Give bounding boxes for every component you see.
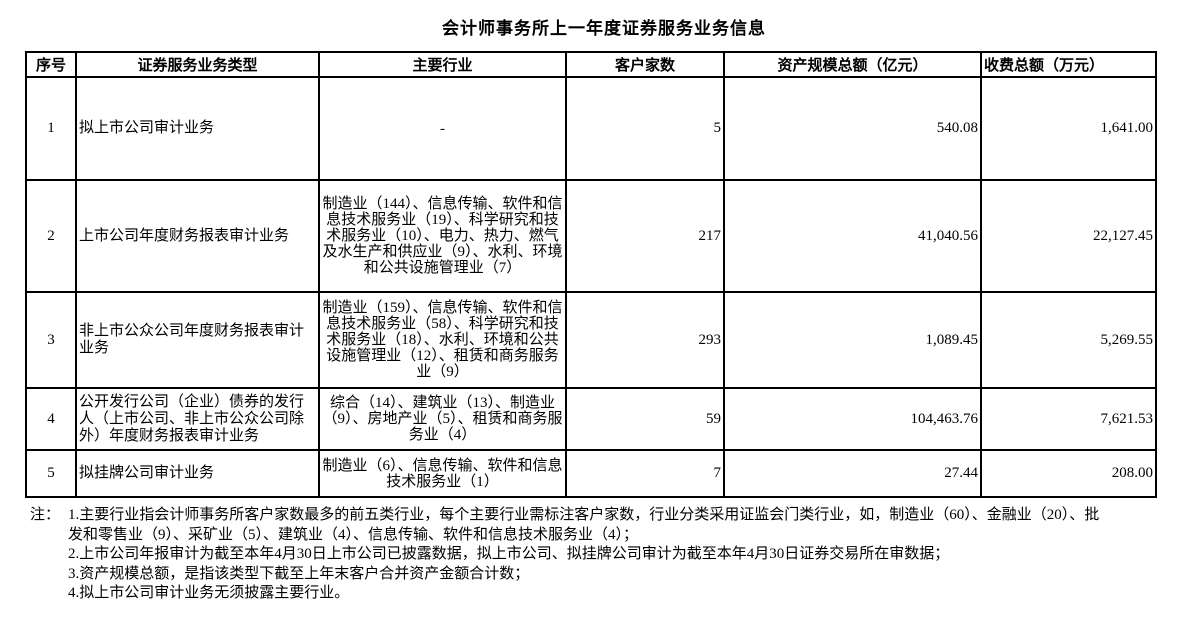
- table-row: 4 公开发行公司（企业）债券的发行人（上市公司、非上市公众公司除外）年度财务报表…: [25, 387, 1157, 451]
- cell-fees: 208.00: [980, 449, 1157, 498]
- header-cell-no: 序号: [25, 51, 77, 78]
- header-cell-type: 证券服务业务类型: [75, 51, 320, 78]
- cell-clients: 293: [565, 291, 725, 389]
- header-cell-clients: 客户家数: [565, 51, 725, 78]
- table-row: 2 上市公司年度财务报表审计业务 制造业（144）、信息传输、软件和信息技术服务…: [25, 179, 1157, 293]
- cell-clients: 5: [565, 76, 725, 181]
- cell-assets: 540.08: [723, 76, 982, 181]
- page-title: 会计师事务所上一年度证券服务业务信息: [442, 19, 766, 38]
- footnotes-label: 注：: [30, 507, 61, 523]
- cell-business-type: 公开发行公司（企业）债券的发行人（上市公司、非上市公众公司除外）年度财务报表审计…: [75, 387, 320, 451]
- page: 会计师事务所上一年度证券服务业务信息 序号 证券服务业务类型 主要行业 客户家数…: [0, 14, 1183, 604]
- footnote-3: 3.资产规模总额，是指该类型下截至上年末客户合并资产金额合计数；: [68, 565, 530, 582]
- table-row: 3 非上市公众公司年度财务报表审计业务 制造业（159）、信息传输、软件和信息技…: [25, 291, 1157, 389]
- cell-industries: 制造业（6）、信息传输、软件和信息技术服务业（1）: [318, 449, 567, 498]
- cell-fees: 1,641.00: [980, 76, 1157, 181]
- cell-business-type: 拟挂牌公司审计业务: [75, 449, 320, 498]
- header-row: 序号 证券服务业务类型 主要行业 客户家数 资产规模总额（亿元） 收费总额（万元…: [25, 51, 1157, 78]
- header-cell-industries: 主要行业: [318, 51, 567, 78]
- cell-industries: 制造业（144）、信息传输、软件和信息技术服务业（19）、科学研究和技术服务业（…: [318, 179, 567, 293]
- cell-clients: 7: [565, 449, 725, 498]
- footnote-4: 4.拟上市公司审计业务无须披露主要行业。: [68, 585, 350, 601]
- footnote-1: 1.主要行业指会计师事务所客户家数最多的前五类行业，每个主要行业需标注客户家数，…: [68, 507, 1100, 543]
- table-row: 1 拟上市公司审计业务 - 5 540.08 1,641.00: [25, 76, 1157, 181]
- cell-no: 1: [25, 76, 77, 181]
- cell-business-type: 非上市公众公司年度财务报表审计业务: [75, 291, 320, 389]
- cell-clients: 217: [565, 179, 725, 293]
- footnotes: 注： 1.主要行业指会计师事务所客户家数最多的前五类行业，每个主要行业需标注客户…: [30, 506, 1183, 604]
- cell-fees: 22,127.45: [980, 179, 1157, 293]
- cell-assets: 41,040.56: [723, 179, 982, 293]
- cell-clients: 59: [565, 387, 725, 451]
- cell-no: 3: [25, 291, 77, 389]
- cell-industries: 制造业（159）、信息传输、软件和信息技术服务业（58）、科学研究和技术服务业（…: [318, 291, 567, 389]
- header-cell-assets: 资产规模总额（亿元）: [723, 51, 982, 78]
- cell-assets: 1,089.45: [723, 291, 982, 389]
- cell-assets: 104,463.76: [723, 387, 982, 451]
- cell-fees: 5,269.55: [980, 291, 1157, 389]
- cell-no: 2: [25, 179, 77, 293]
- cell-industries: 综合（14）、建筑业（13）、制造业（9）、房地产业（5）、租赁和商务服务业（4…: [318, 387, 567, 451]
- cell-no: 5: [25, 449, 77, 498]
- cell-fees: 7,621.53: [980, 387, 1157, 451]
- footnote-2: 2.上市公司年报审计为截至本年4月30日上市公司已披露数据，拟上市公司、拟挂牌公…: [68, 546, 950, 562]
- table-row: 5 拟挂牌公司审计业务 制造业（6）、信息传输、软件和信息技术服务业（1） 7 …: [25, 449, 1157, 498]
- cell-no: 4: [25, 387, 77, 451]
- footnotes-list: 1.主要行业指会计师事务所客户家数最多的前五类行业，每个主要行业需标注客户家数，…: [68, 506, 1113, 604]
- cell-business-type: 上市公司年度财务报表审计业务: [75, 179, 320, 293]
- header-cell-fees: 收费总额（万元）: [980, 51, 1157, 78]
- cell-industries: -: [318, 76, 567, 181]
- cell-business-type: 拟上市公司审计业务: [75, 76, 320, 181]
- cell-assets: 27.44: [723, 449, 982, 498]
- business-info-table: 序号 证券服务业务类型 主要行业 客户家数 资产规模总额（亿元） 收费总额（万元…: [25, 51, 1157, 498]
